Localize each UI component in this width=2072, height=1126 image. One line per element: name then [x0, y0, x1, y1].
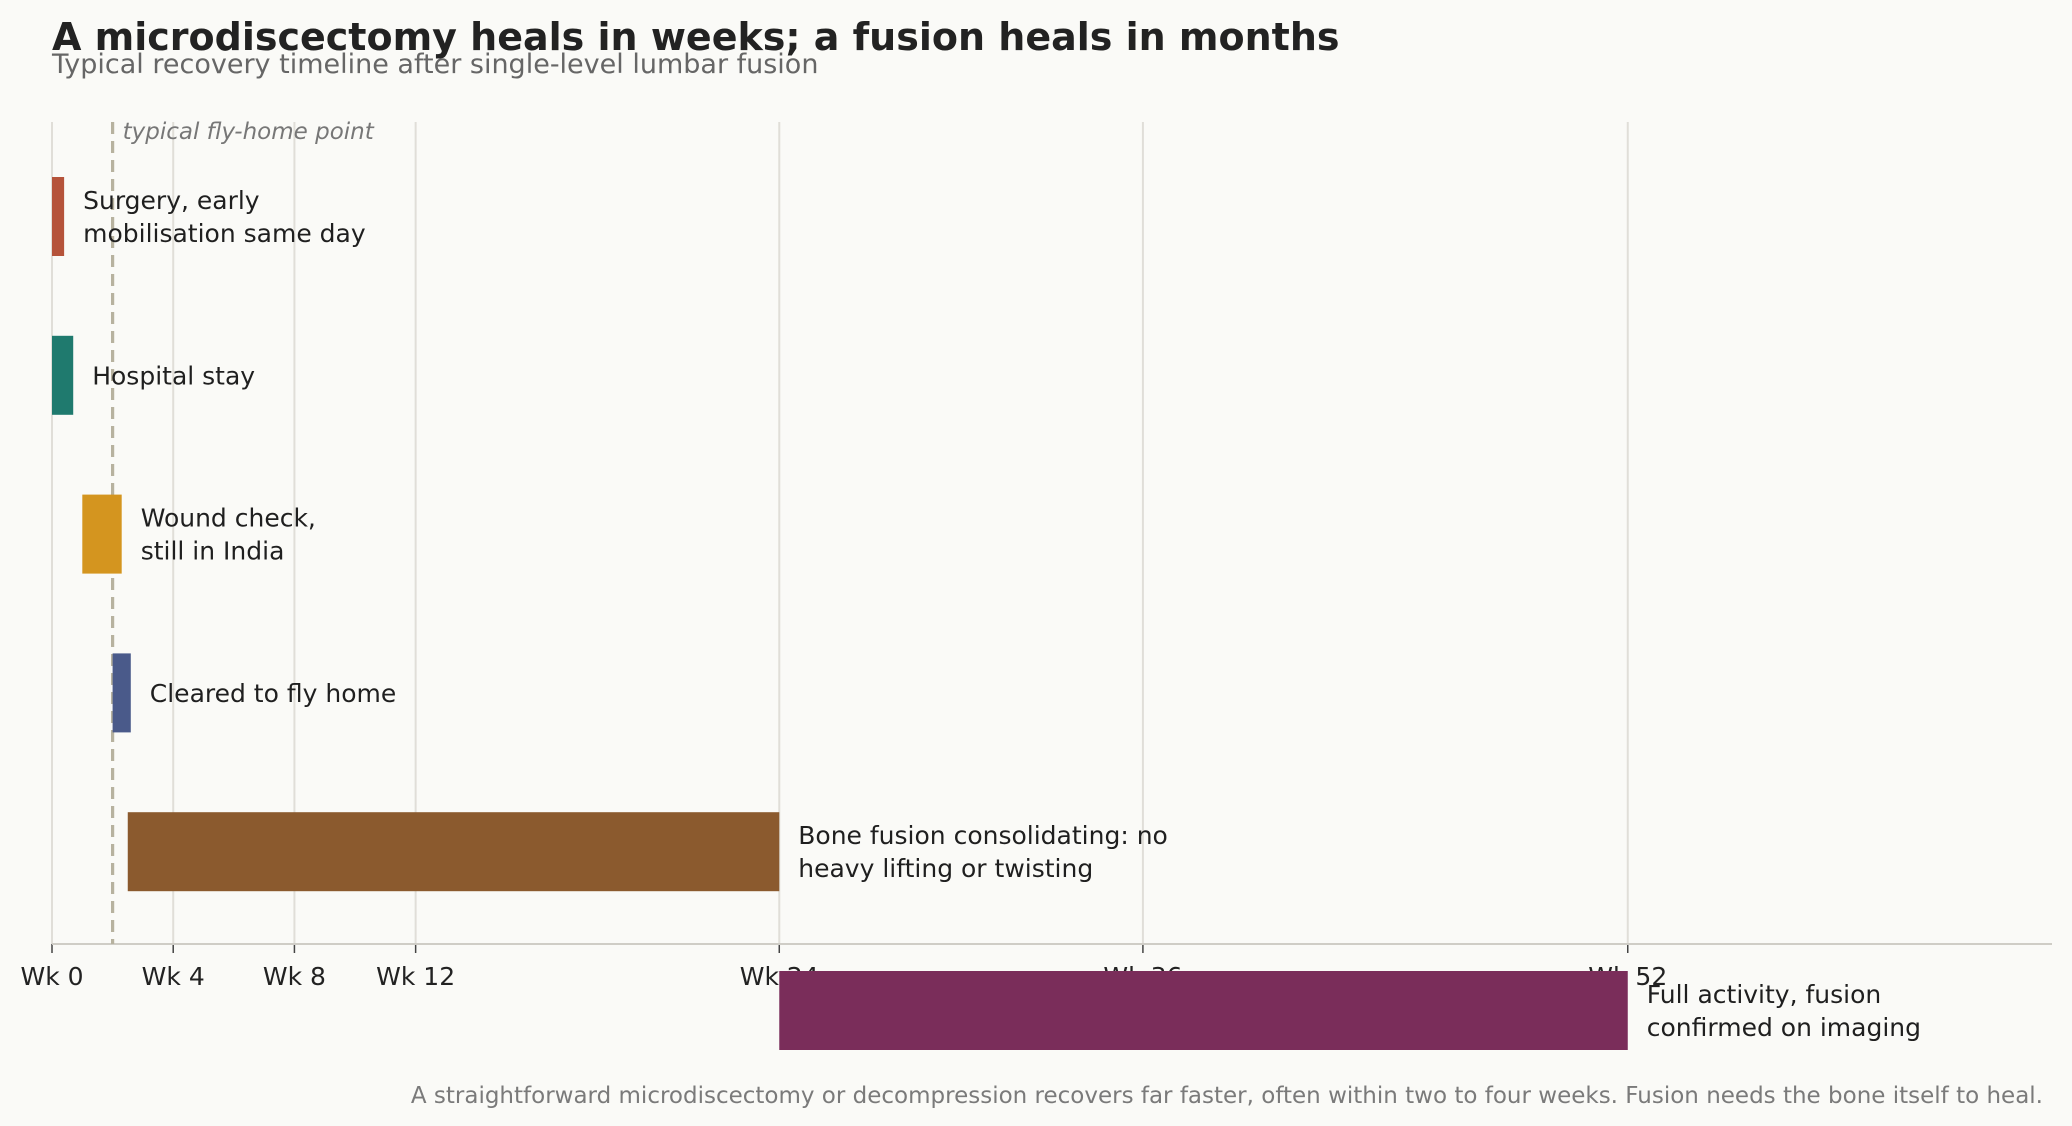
bars [52, 177, 1628, 1050]
bar-labels: Surgery, early mobilisation same day Hospi… [83, 186, 1921, 1042]
task-label: still in India [141, 537, 285, 566]
task-label: Bone fusion consolidating: no [798, 821, 1168, 850]
gridlines [51, 122, 1629, 944]
x-tick-label: Wk 8 [263, 962, 326, 991]
task-bar [112, 653, 131, 733]
task-label: heavy lifting or twisting [798, 854, 1093, 883]
task-label: mobilisation same day [83, 219, 366, 248]
task-label: Wound check, [141, 504, 316, 533]
x-tick-label: Wk 12 [376, 962, 455, 991]
fly-home-annotation: typical fly-home point [123, 119, 375, 145]
task-label: Hospital stay [92, 361, 255, 390]
x-tick-label: Wk 4 [142, 962, 205, 991]
task-bar [52, 177, 65, 256]
task-label: Full activity, fusion [1647, 980, 1882, 1009]
task-label: confirmed on imaging [1647, 1013, 1921, 1042]
task-bar [52, 335, 74, 415]
task-label: Surgery, early [83, 186, 260, 215]
task-bar [779, 971, 1628, 1050]
chart-footnote: A straightforward microdiscectomy or dec… [411, 1083, 2043, 1109]
task-label: Cleared to fly home [150, 679, 396, 708]
x-tick-label: Wk 0 [20, 962, 83, 991]
task-bar [82, 494, 122, 574]
task-bar [127, 812, 780, 892]
chart-subtitle: Typical recovery timeline after single-l… [51, 49, 818, 80]
chart-title: A microdiscectomy heals in weeks; a fusi… [52, 15, 1340, 59]
